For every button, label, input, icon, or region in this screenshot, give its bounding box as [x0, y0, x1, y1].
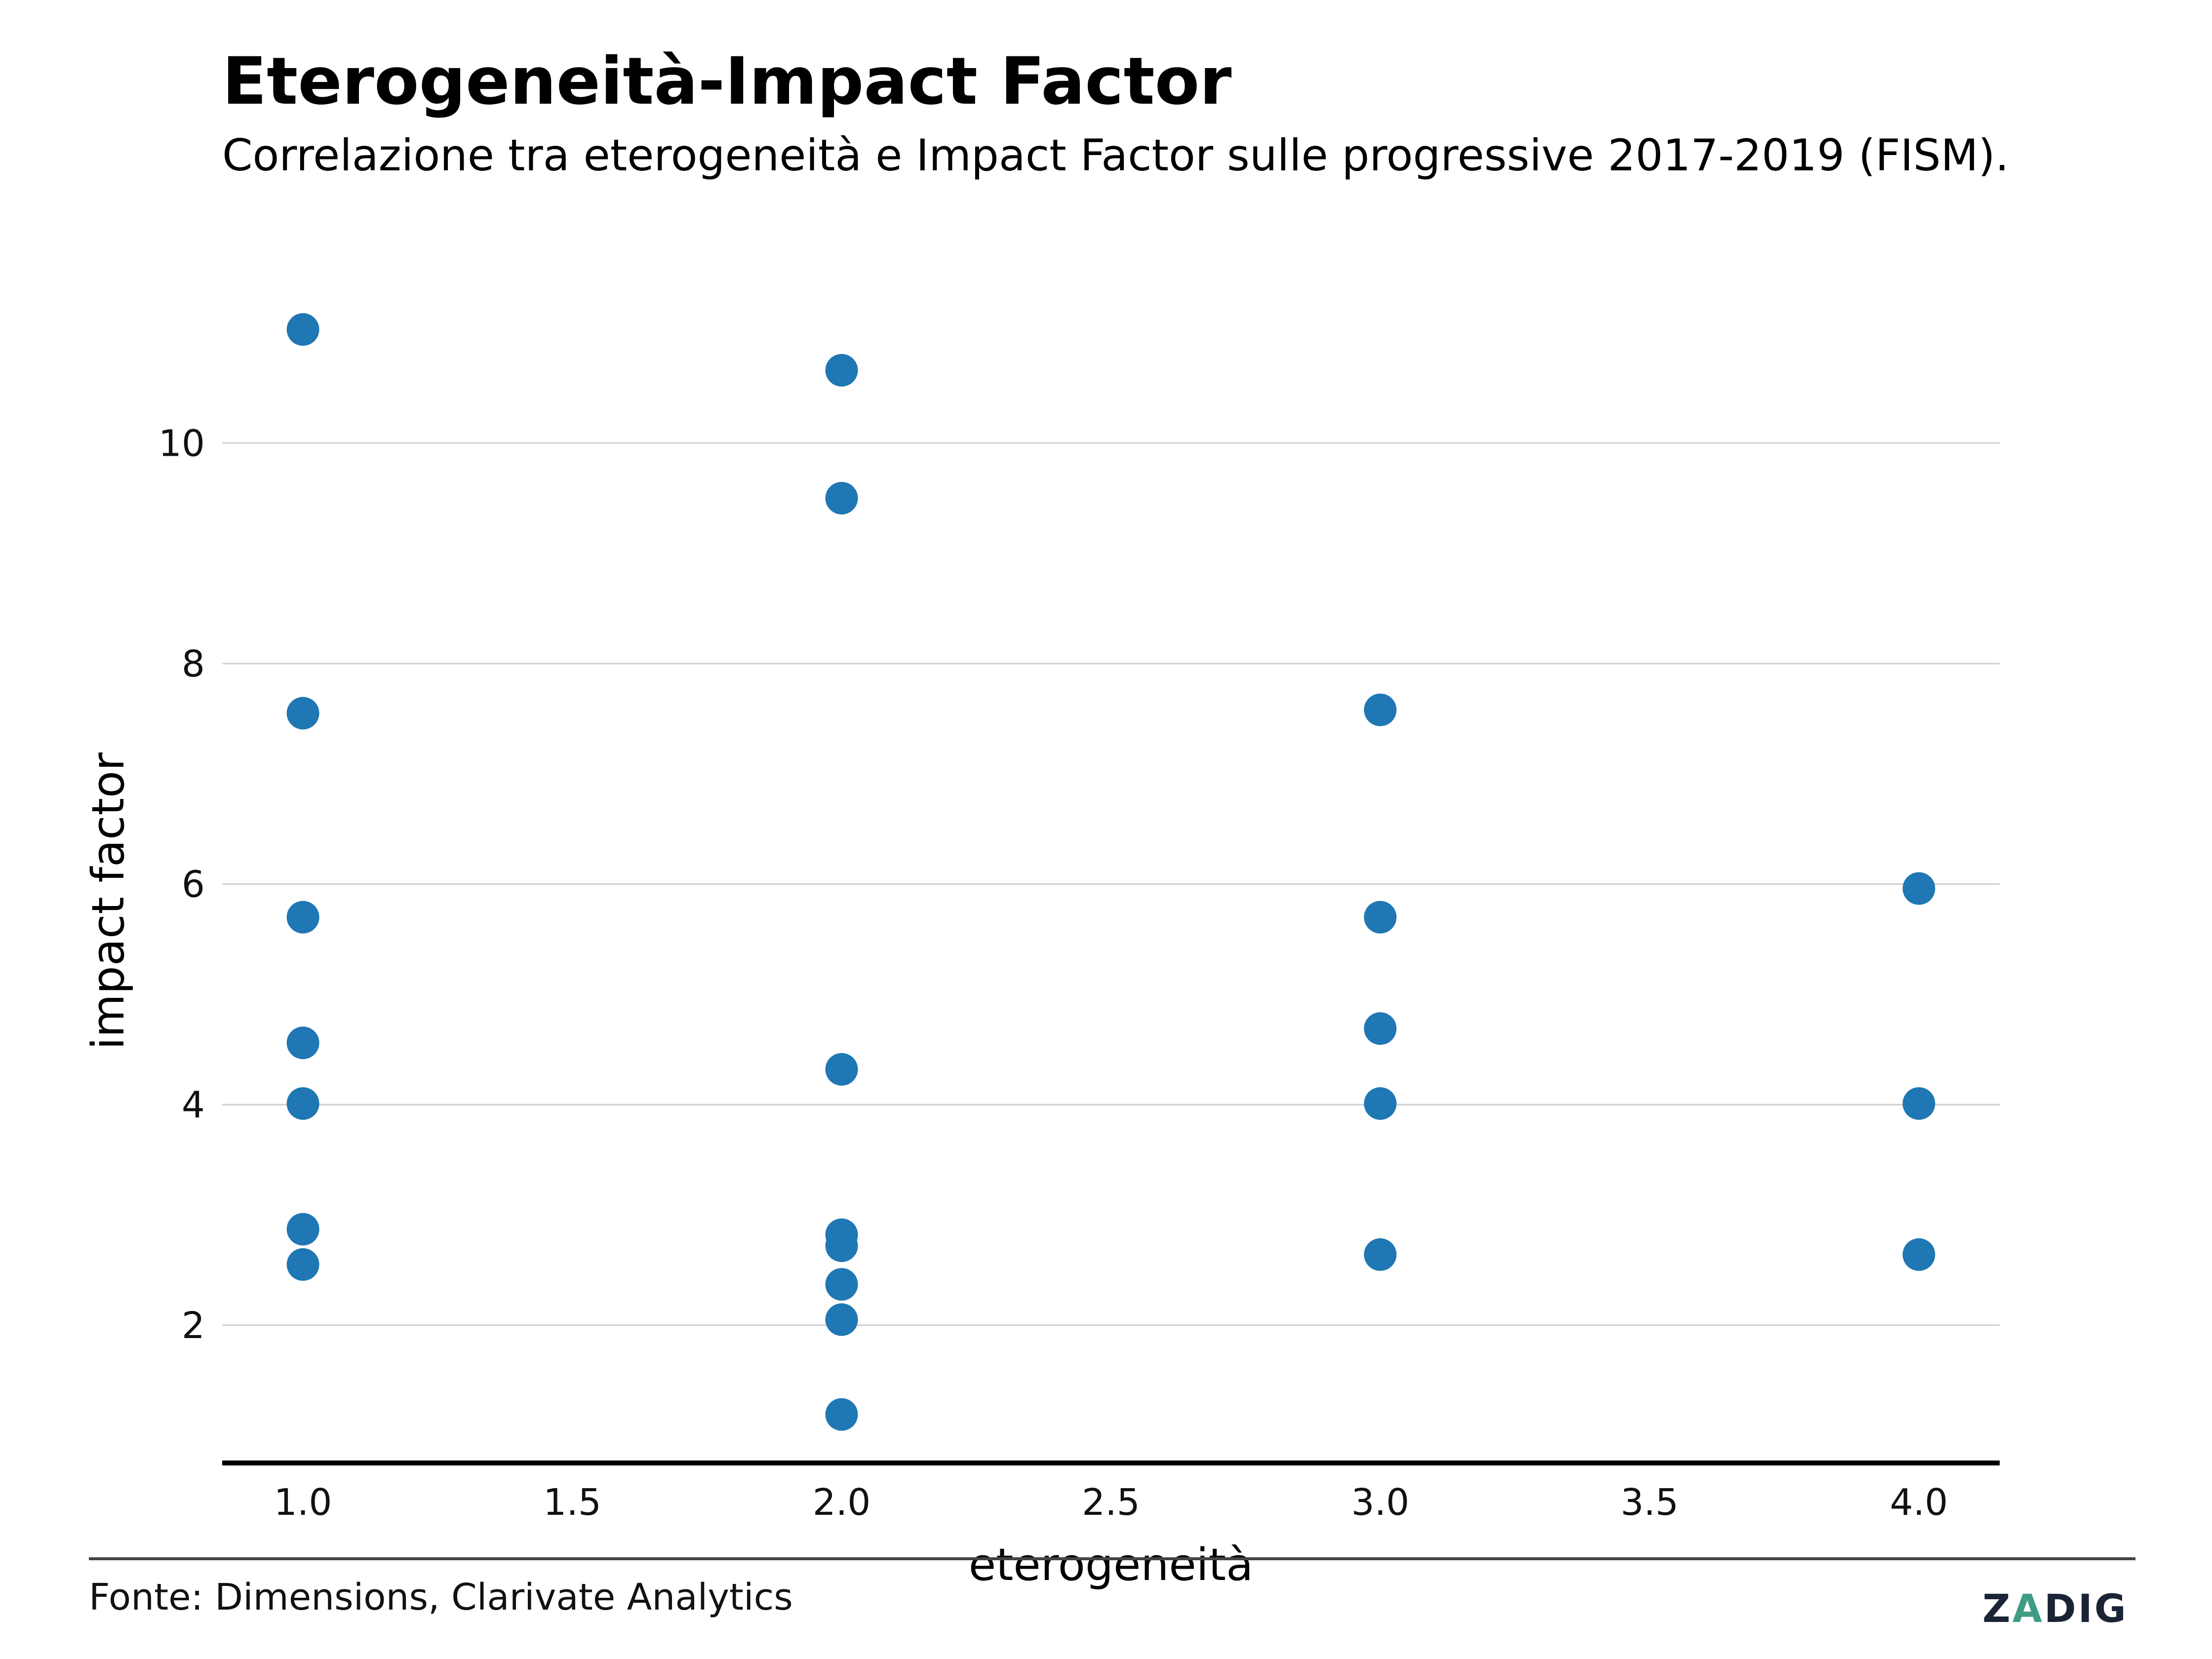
scatter-point: [286, 697, 319, 730]
scatter-point: [286, 1213, 319, 1246]
x-tick-label: 2.0: [813, 1481, 871, 1524]
logo-letter: A: [2013, 1587, 2044, 1631]
x-tick-label: 3.0: [1351, 1481, 1410, 1524]
scatter-point: [1902, 1087, 1936, 1120]
x-tick-label: 4.0: [1890, 1481, 1948, 1524]
x-axis-label: eterogeneità: [969, 1539, 1253, 1591]
scatter-point: [1364, 1238, 1397, 1271]
scatter-point: [825, 1229, 858, 1263]
chart-subtitle: Correlazione tra eterogeneità e Impact F…: [222, 130, 2009, 181]
x-tick-label: 2.5: [1082, 1481, 1140, 1524]
x-tick-label: 1.0: [274, 1481, 332, 1524]
scatter-point: [1364, 1012, 1397, 1045]
y-tick-label: 6: [182, 864, 205, 906]
y-tick-label: 4: [182, 1084, 205, 1126]
scatter-point: [825, 1268, 858, 1301]
scatter-point: [286, 901, 319, 934]
x-tick-label: 1.5: [543, 1481, 601, 1524]
logo-wordmark: ZADIG: [1982, 1587, 2128, 1631]
logo-letter: D: [2044, 1587, 2078, 1631]
logo-letter: Z: [1982, 1587, 2013, 1631]
y-axis-label: impact factor: [82, 752, 134, 1050]
chart-title: Eterogeneità-Impact Factor: [222, 43, 1231, 119]
zadig-logo: ZADIG: [1982, 1587, 2128, 1631]
scatter-point: [1364, 693, 1397, 726]
scatter-points: [286, 313, 1936, 1431]
scatter-point: [286, 1087, 319, 1120]
logo-letter: G: [2094, 1587, 2128, 1631]
x-tick-labels: 1.0 1.5 2.0 2.5 3.0 3.5 4.0: [274, 1481, 1948, 1524]
y-gridlines: [222, 442, 2000, 1326]
scatter-point: [825, 1303, 858, 1336]
logo-letter: I: [2078, 1587, 2094, 1631]
y-tick-label: 8: [182, 643, 205, 685]
source-note: Fonte: Dimensions, Clarivate Analytics: [89, 1576, 793, 1619]
scatter-point: [286, 313, 319, 346]
scatter-point: [286, 1027, 319, 1060]
scatter-point: [1364, 1087, 1397, 1120]
scatter-point: [825, 1398, 858, 1431]
scatter-point: [825, 354, 858, 387]
y-tick-label: 2: [182, 1304, 205, 1347]
scatter-point: [825, 481, 858, 514]
scatter-point: [1902, 872, 1936, 905]
x-tick-label: 3.5: [1620, 1481, 1679, 1524]
y-tick-labels: 2 4 6 8 10: [158, 422, 205, 1347]
scatter-point: [286, 1248, 319, 1281]
y-tick-label: 10: [158, 422, 205, 465]
scatter-point: [1902, 1238, 1936, 1271]
scatter-point: [825, 1053, 858, 1086]
scatter-point: [1364, 901, 1397, 934]
